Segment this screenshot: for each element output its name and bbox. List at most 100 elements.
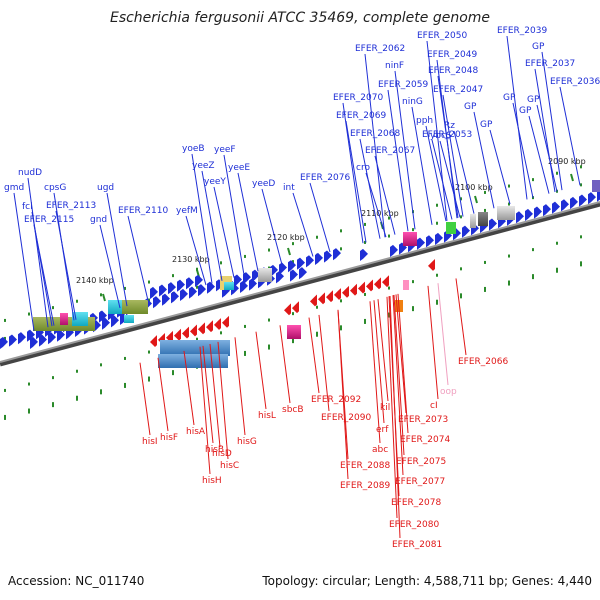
forward-gene-arrow: [27, 329, 35, 342]
tick-label: 2090 kbp: [548, 157, 586, 166]
genome-summary-text: Topology: circular; Length: 4,588,711 bp…: [262, 574, 592, 588]
forward-leader-line: [127, 215, 149, 301]
guide-dot: [28, 408, 30, 414]
reverse-gene-arrow: [214, 318, 221, 330]
forward-gene-arrow: [186, 277, 194, 290]
guide-dot: [556, 171, 558, 175]
feature-block-magenta-3: [287, 325, 301, 339]
feature-block-cyan-4: [224, 282, 234, 290]
guide-dot: [316, 235, 318, 239]
forward-gene-label: GP: [519, 106, 532, 116]
guide-dot: [220, 331, 222, 335]
reverse-leader-line: [437, 283, 449, 386]
forward-gene-label: cpsG: [44, 183, 66, 193]
tick-label: 2130 kbp: [172, 255, 210, 264]
forward-gene-label: EFER_2068: [350, 129, 400, 139]
guide-dot: [484, 190, 486, 194]
feature-block-grey: [258, 268, 272, 282]
forward-gene-arrow: [579, 194, 587, 207]
guide-dot: [124, 382, 126, 388]
guide-dot: [340, 247, 342, 251]
guide-dot: [4, 414, 6, 420]
guide-dot: [100, 293, 102, 297]
forward-leader-line: [261, 188, 283, 265]
guide-dot: [532, 178, 534, 182]
guide-dot: [244, 350, 246, 356]
guide-dot: [388, 312, 390, 318]
forward-gene-label: EFER_2076: [300, 173, 350, 183]
reverse-gene-label: EFER_2080: [389, 520, 439, 530]
forward-gene-label: Rz: [444, 121, 455, 131]
reverse-gene-arrow: [310, 294, 317, 307]
tick-label: 2100 kbp: [455, 183, 493, 192]
forward-leader-line: [365, 172, 387, 238]
forward-gene-arrow: [570, 196, 578, 209]
reverse-gene-arrow: [366, 279, 373, 292]
forward-gene-arrow: [534, 206, 542, 219]
forward-gene-label: ninF: [385, 61, 404, 71]
forward-gene-label: EFER_2037: [525, 59, 575, 69]
guide-dot: [244, 254, 246, 258]
reverse-gene-label: sbcB: [282, 405, 304, 415]
forward-gene-arrow: [597, 189, 600, 202]
forward-gene-arrow: [189, 286, 197, 299]
forward-gene-arrow: [198, 284, 206, 297]
forward-gene-arrow: [552, 201, 560, 214]
guide-dot: [364, 292, 366, 296]
guide-dot: [100, 389, 102, 395]
forward-leader-line: [359, 138, 381, 239]
reverse-gene-arrow: [318, 292, 325, 305]
reverse-leader-line: [337, 309, 349, 480]
reverse-leader-line: [199, 346, 211, 475]
forward-leader-line: [292, 192, 314, 257]
guide-dot: [436, 221, 438, 225]
reverse-gene-label: EFER_2090: [321, 413, 371, 423]
guide-dot: [340, 299, 342, 303]
guide-dot: [532, 248, 534, 252]
reverse-gene-label: EFER_2066: [458, 357, 508, 367]
guide-dot: [436, 273, 438, 277]
reverse-gene-label: abc: [372, 445, 388, 455]
accession-text: Accession: NC_011740: [8, 574, 145, 588]
forward-leader-line: [473, 111, 495, 209]
forward-gene-label: EFER_2039: [497, 26, 547, 36]
forward-gene-arrow: [417, 237, 425, 250]
forward-gene-label: EFER_2110: [118, 206, 168, 216]
guide-dot: [388, 286, 390, 290]
guide-dot: [172, 274, 174, 278]
forward-leader-line: [201, 170, 223, 281]
guide-dot: [196, 337, 198, 341]
guide-dot: [580, 235, 582, 239]
guide-dot: [484, 260, 486, 264]
forward-gene-arrow: [159, 284, 167, 297]
forward-gene-arrow: [18, 332, 26, 345]
guide-dot: [460, 215, 462, 219]
forward-gene-label: EFER_2113: [46, 201, 96, 211]
forward-gene-arrow: [111, 315, 119, 328]
forward-gene-label: GP: [464, 102, 477, 112]
guide-dot: [4, 388, 6, 392]
reverse-gene-label: EFER_2077: [395, 477, 445, 487]
forward-gene-label: yefM: [176, 206, 198, 216]
guide-dot: [148, 350, 150, 354]
forward-leader-line: [437, 75, 459, 218]
forward-gene-label: gmd: [4, 183, 24, 193]
guide-dot: [268, 344, 270, 350]
guide-dot: [484, 286, 486, 292]
tick-label: 2120 kbp: [267, 233, 305, 242]
forward-leader-line: [489, 129, 511, 205]
forward-gene-arrow: [243, 272, 251, 285]
forward-gene-label: EFER_2049: [427, 50, 477, 60]
guide-dot: [52, 376, 54, 380]
reverse-gene-label: EFER_2078: [391, 498, 441, 508]
reverse-leader-line: [455, 278, 467, 356]
reverse-leader-line: [217, 341, 229, 460]
guide-dot: [532, 274, 534, 280]
reverse-gene-label: EFER_2073: [398, 415, 448, 425]
forward-gene-arrow: [426, 235, 434, 248]
reverse-gene-arrow: [206, 320, 213, 333]
reverse-gene-arrow: [174, 328, 181, 341]
forward-gene-label: GP: [503, 93, 516, 103]
guide-dot: [436, 203, 438, 207]
